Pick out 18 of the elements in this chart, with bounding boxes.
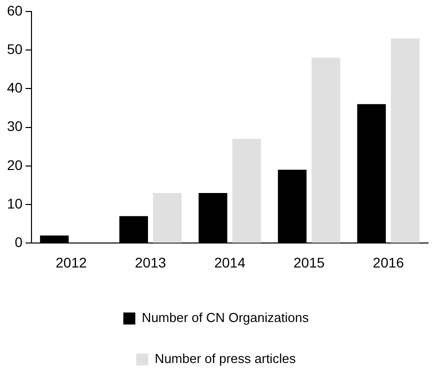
x-tick-label: 2013 <box>134 254 166 270</box>
bar <box>153 192 182 243</box>
x-tick-label: 2016 <box>372 254 404 270</box>
bar <box>312 58 340 243</box>
y-tick-label: 10 <box>6 195 23 212</box>
y-tick-label: 60 <box>6 2 23 18</box>
x-tick-label: 2012 <box>56 254 87 270</box>
x-tick-label: 2015 <box>293 254 325 270</box>
legend-label: Number of CN Organizations <box>142 310 310 326</box>
x-tick-label: 2014 <box>214 254 246 270</box>
legend-label: Number of press articles <box>154 351 296 366</box>
y-tick-label: 20 <box>6 156 23 173</box>
y-tick-label: 30 <box>6 118 23 134</box>
bar <box>390 38 420 243</box>
y-tick-label: 50 <box>6 40 23 57</box>
y-tick-label: 40 <box>6 80 23 96</box>
bar <box>232 138 261 243</box>
y-tick-label: 0 <box>14 234 23 250</box>
